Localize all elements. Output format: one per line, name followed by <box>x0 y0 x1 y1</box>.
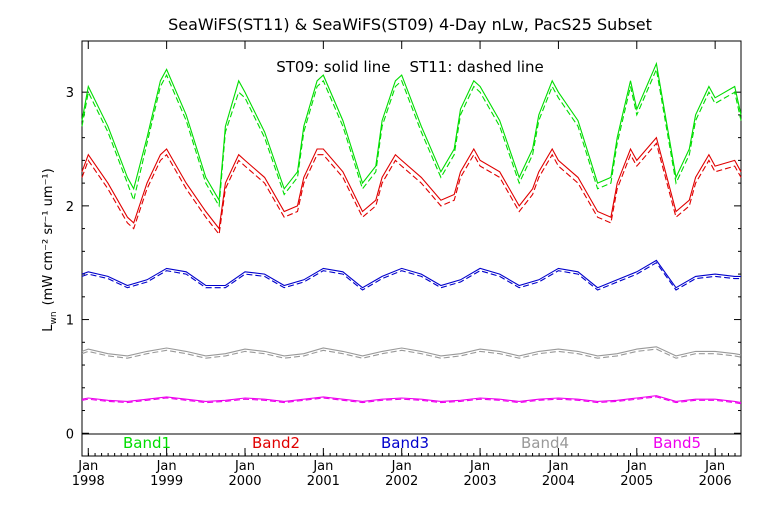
x-tick-year: 2003 <box>464 474 497 489</box>
x-tick-year: 2002 <box>385 474 418 489</box>
y-axis-label: Lwn (mW cm⁻² sr⁻¹ um⁻¹) <box>41 168 59 331</box>
y-tick-label: 1 <box>66 314 74 329</box>
x-tick-year: 2005 <box>620 474 653 489</box>
x-tick-month: Jan <box>704 459 725 474</box>
x-tick-month: Jan <box>391 459 412 474</box>
legend-band2: Band2 <box>252 434 300 452</box>
y-axis-label-subscript: wn <box>49 311 59 324</box>
series-lines <box>81 61 742 405</box>
x-tick-month: Jan <box>312 459 333 474</box>
y-tick-label: 3 <box>66 86 74 101</box>
band5-st09-solid-line <box>81 395 742 404</box>
band3-st09-solid-line <box>81 259 741 289</box>
x-tick-year: 1998 <box>72 474 105 489</box>
x-tick-month: Jan <box>156 459 177 474</box>
x-tick-month: Jan <box>547 459 568 474</box>
legend-band5: Band5 <box>653 434 701 452</box>
x-tick-year: 1999 <box>150 474 183 489</box>
legend: Band1 Band2 Band3 Band4 Band5 <box>123 434 701 452</box>
x-tick-year: 2000 <box>228 474 261 489</box>
chart-annotation: ST09: solid line ST11: dashed line <box>276 58 544 76</box>
axes: 0123Jan1998Jan1999Jan2000Jan2001Jan2002J… <box>66 41 741 489</box>
y-tick-label: 0 <box>66 427 74 442</box>
x-tick-year: 2001 <box>307 474 340 489</box>
band1-st11-dashed-line <box>81 67 742 208</box>
x-tick-year: 2004 <box>542 474 575 489</box>
band5-st11-dashed-line <box>81 396 742 405</box>
x-tick-month: Jan <box>77 459 98 474</box>
x-tick-month: Jan <box>234 459 255 474</box>
band2-st11-dashed-line <box>81 142 742 236</box>
band2-st09-solid-line <box>81 136 742 230</box>
band4-st11-dashed-line <box>81 348 742 359</box>
chart-title: SeaWiFS(ST11) & SeaWiFS(ST09) 4-Day nLw,… <box>168 15 652 34</box>
y-axis-label-main: L <box>41 324 56 332</box>
svg-text:Lwn(mW cm⁻² sr⁻¹ um⁻¹): Lwn (mW cm⁻² sr⁻¹ um⁻¹) <box>41 168 59 331</box>
legend-band4: Band4 <box>521 434 569 452</box>
x-tick-year: 2006 <box>699 474 732 489</box>
legend-band3: Band3 <box>381 434 429 452</box>
legend-band1: Band1 <box>123 434 171 452</box>
x-tick-month: Jan <box>469 459 490 474</box>
band3-st11-dashed-line <box>81 261 741 291</box>
y-tick-label: 2 <box>66 200 74 215</box>
plot-frame <box>81 40 742 457</box>
band1-st09-solid-line <box>81 61 742 202</box>
x-tick-month: Jan <box>626 459 647 474</box>
y-axis-label-units: (mW cm⁻² sr⁻¹ um⁻¹) <box>41 168 56 305</box>
band4-st09-solid-line <box>81 346 742 357</box>
